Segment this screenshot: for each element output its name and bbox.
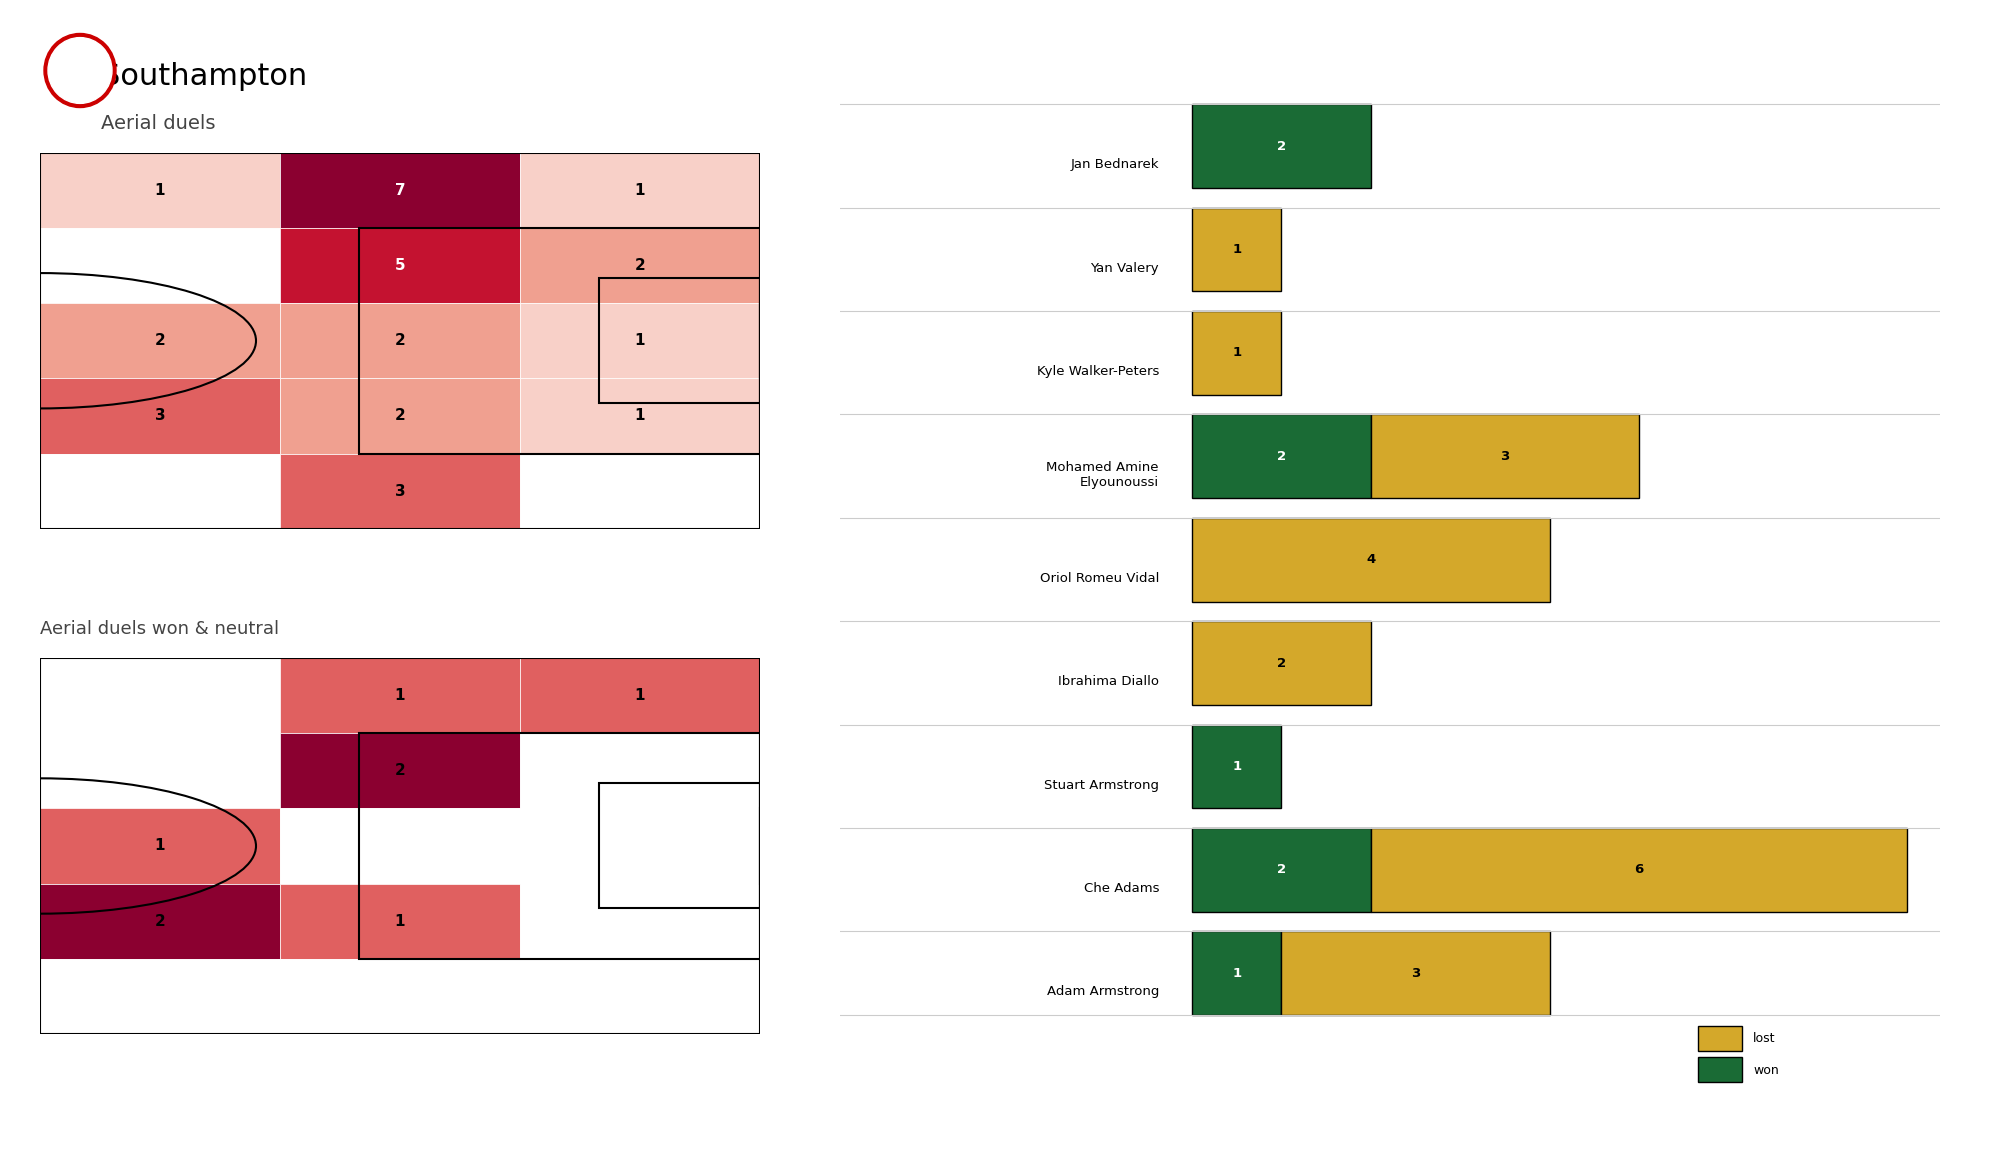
Bar bbox=[40, 658, 280, 733]
Text: 1: 1 bbox=[634, 183, 646, 197]
FancyBboxPatch shape bbox=[1192, 311, 1282, 395]
Bar bbox=[520, 378, 760, 454]
FancyBboxPatch shape bbox=[1192, 828, 1370, 912]
Text: 1: 1 bbox=[394, 689, 406, 703]
Text: 2: 2 bbox=[394, 409, 406, 423]
Bar bbox=[280, 303, 520, 378]
Text: 1: 1 bbox=[1232, 243, 1242, 256]
Text: 4: 4 bbox=[1366, 553, 1376, 566]
Text: 1: 1 bbox=[634, 409, 646, 423]
Text: Aerial duels won & neutral: Aerial duels won & neutral bbox=[40, 619, 280, 638]
Bar bbox=[40, 378, 280, 454]
Bar bbox=[40, 959, 280, 1034]
Text: Yan Valery: Yan Valery bbox=[1090, 262, 1160, 275]
Text: 3: 3 bbox=[1410, 967, 1420, 980]
Bar bbox=[520, 303, 760, 378]
Text: Southampton: Southampton bbox=[100, 62, 308, 90]
Bar bbox=[40, 153, 280, 228]
Text: Jan Bednarek: Jan Bednarek bbox=[1070, 159, 1160, 172]
Bar bbox=[40, 808, 280, 884]
FancyBboxPatch shape bbox=[1370, 828, 1908, 912]
Bar bbox=[280, 884, 520, 959]
Bar bbox=[40, 733, 280, 808]
Bar bbox=[520, 808, 760, 884]
Text: 3: 3 bbox=[154, 409, 166, 423]
Circle shape bbox=[44, 33, 116, 108]
Text: 1: 1 bbox=[1232, 967, 1242, 980]
FancyBboxPatch shape bbox=[1192, 105, 1370, 188]
Text: 3: 3 bbox=[394, 484, 406, 498]
Text: 1: 1 bbox=[1232, 760, 1242, 773]
FancyBboxPatch shape bbox=[1370, 415, 1638, 498]
FancyBboxPatch shape bbox=[1192, 725, 1282, 808]
Bar bbox=[280, 658, 520, 733]
FancyBboxPatch shape bbox=[1698, 1026, 1742, 1052]
FancyBboxPatch shape bbox=[1192, 208, 1282, 291]
Bar bbox=[600, 783, 760, 908]
Text: Kyle Walker-Peters: Kyle Walker-Peters bbox=[1036, 365, 1160, 378]
Text: Che Adams: Che Adams bbox=[1084, 882, 1160, 895]
Text: Mohamed Amine
Elyounoussi: Mohamed Amine Elyounoussi bbox=[1046, 461, 1160, 489]
Bar bbox=[280, 378, 520, 454]
FancyBboxPatch shape bbox=[1192, 415, 1370, 498]
Bar bbox=[520, 228, 760, 303]
Text: 1: 1 bbox=[154, 839, 166, 853]
Circle shape bbox=[48, 38, 112, 103]
Text: Aerial duels: Aerial duels bbox=[100, 114, 216, 133]
Bar bbox=[40, 228, 280, 303]
Text: 1: 1 bbox=[634, 334, 646, 348]
Text: 1: 1 bbox=[634, 689, 646, 703]
Text: 2: 2 bbox=[1276, 864, 1286, 877]
Bar bbox=[520, 884, 760, 959]
Text: lost: lost bbox=[1752, 1033, 1776, 1046]
Text: Ibrahima Diallo: Ibrahima Diallo bbox=[1058, 676, 1160, 689]
Bar bbox=[520, 658, 760, 733]
Text: 2: 2 bbox=[154, 334, 166, 348]
Text: 1: 1 bbox=[154, 183, 166, 197]
Bar bbox=[280, 959, 520, 1034]
Text: 3: 3 bbox=[1500, 450, 1510, 463]
Text: Stuart Armstrong: Stuart Armstrong bbox=[1044, 779, 1160, 792]
Bar bbox=[520, 153, 760, 228]
Bar bbox=[40, 454, 280, 529]
Text: won: won bbox=[1752, 1063, 1778, 1076]
Text: 2: 2 bbox=[634, 258, 646, 273]
Text: 2: 2 bbox=[394, 764, 406, 778]
Bar bbox=[520, 454, 760, 529]
Text: 6: 6 bbox=[1634, 864, 1644, 877]
Text: 2: 2 bbox=[394, 334, 406, 348]
Text: Adam Armstrong: Adam Armstrong bbox=[1046, 986, 1160, 999]
Text: 2: 2 bbox=[154, 914, 166, 928]
Bar bbox=[520, 733, 760, 808]
Text: 2: 2 bbox=[1276, 140, 1286, 153]
Text: 7: 7 bbox=[394, 183, 406, 197]
Bar bbox=[600, 277, 760, 403]
Bar bbox=[280, 808, 520, 884]
Text: 1: 1 bbox=[1232, 347, 1242, 360]
Bar bbox=[760, 303, 796, 378]
Bar bbox=[280, 228, 520, 303]
FancyBboxPatch shape bbox=[1192, 518, 1550, 602]
Text: 2: 2 bbox=[1276, 657, 1286, 670]
Bar bbox=[360, 733, 760, 959]
Bar bbox=[360, 228, 760, 454]
Bar bbox=[280, 454, 520, 529]
Text: Oriol Romeu Vidal: Oriol Romeu Vidal bbox=[1040, 572, 1160, 585]
Bar bbox=[280, 153, 520, 228]
FancyBboxPatch shape bbox=[1282, 932, 1550, 1015]
Text: 2: 2 bbox=[1276, 450, 1286, 463]
Text: 1: 1 bbox=[394, 914, 406, 928]
FancyBboxPatch shape bbox=[1698, 1056, 1742, 1082]
Bar bbox=[520, 959, 760, 1034]
Bar bbox=[40, 303, 280, 378]
FancyBboxPatch shape bbox=[1192, 622, 1370, 705]
Text: 5: 5 bbox=[394, 258, 406, 273]
FancyBboxPatch shape bbox=[1192, 932, 1282, 1015]
Bar bbox=[40, 884, 280, 959]
Bar bbox=[280, 733, 520, 808]
Bar bbox=[760, 808, 796, 884]
